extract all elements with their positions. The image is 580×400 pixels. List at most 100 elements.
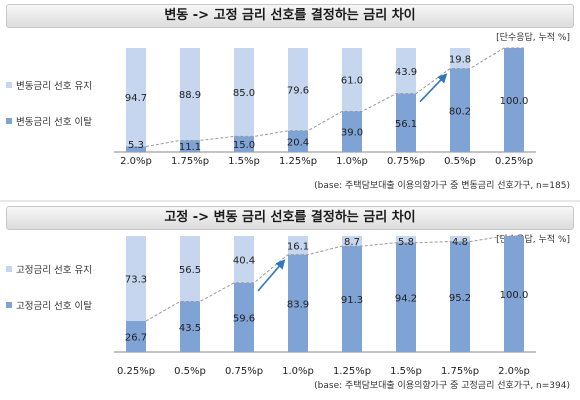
bar-segment-switch — [288, 130, 308, 152]
x-tick-label: 1.0%p — [282, 366, 314, 377]
x-tick-label: 0.75%p — [387, 156, 425, 167]
legend-swatch-keep — [6, 266, 12, 272]
bar-segment-keep — [234, 48, 254, 137]
data-label-keep: 88.9 — [179, 90, 201, 101]
legend-item-switch: 변동금리 선호 이탈 — [6, 114, 92, 128]
data-label-keep: 79.6 — [287, 85, 309, 96]
data-label-keep: 94.7 — [125, 93, 147, 104]
x-tick-label: 2.0%p — [120, 156, 152, 167]
x-tick-label: 1.75%p — [171, 156, 209, 167]
data-label-switch: 39.0 — [341, 128, 363, 139]
chart-panel-fixed-to-variable: 고정 -> 변동 금리 선호를 결정하는 금리 차이 [단수응답, 누적 %] … — [0, 202, 580, 400]
legend-swatch-switch — [6, 118, 12, 124]
data-label-keep: 61.0 — [341, 76, 363, 87]
bar-segment-switch — [180, 301, 200, 352]
chart-title: 고정 -> 변동 금리 선호를 결정하는 금리 차이 — [6, 206, 574, 230]
data-label-switch: 100.0 — [500, 96, 529, 107]
bar-segment-keep — [396, 236, 416, 243]
x-tick-label: 1.75%p — [441, 366, 479, 377]
x-tick-label: 2.0%p — [498, 366, 530, 377]
data-label-keep: 43.9 — [395, 67, 417, 78]
bar-segment-switch — [396, 242, 416, 352]
trend-arrow — [419, 73, 448, 103]
x-tick-label: 1.5%p — [228, 156, 260, 167]
bar-segment-switch — [342, 246, 362, 352]
data-label-switch: 95.2 — [449, 293, 471, 304]
x-tick-label: 1.25%p — [279, 156, 317, 167]
data-label-switch: 20.4 — [287, 137, 309, 148]
legend-label: 고정금리 선호 유지 — [16, 265, 92, 276]
bar-segment-switch — [234, 282, 254, 352]
x-tick-label: 1.5%p — [390, 366, 422, 377]
data-label-switch: 83.9 — [287, 299, 309, 310]
data-label-switch: 15.0 — [233, 140, 255, 151]
stacked-bar-chart: 0.25%p 26.7 73.3 0.5%p 43.5 56.5 0.75%p 59.6 40.… — [114, 235, 536, 377]
bar-segment-keep — [450, 236, 470, 242]
x-tick-label: 0.25%p — [117, 366, 155, 377]
data-label-switch: 80.2 — [449, 106, 471, 117]
bar-segment-switch — [450, 241, 470, 352]
bar-segment-keep — [288, 48, 308, 131]
bar-segment-switch — [342, 111, 362, 152]
x-tick-label: 1.25%p — [333, 366, 371, 377]
bar-segment-switch — [504, 48, 524, 152]
x-tick-label: 0.5%p — [174, 366, 206, 377]
bar-segment-switch — [504, 236, 524, 352]
data-label-keep: 73.3 — [125, 275, 147, 286]
bar-segment-keep — [126, 236, 146, 322]
data-label-switch: 59.6 — [233, 313, 255, 324]
panel-divider — [0, 200, 580, 202]
bar-segment-keep — [180, 48, 200, 141]
unit-note: [단수응답, 누적 %] — [496, 235, 570, 245]
x-tick-label: 0.5%p — [444, 156, 476, 167]
trend-dashed-line — [145, 47, 524, 147]
base-note: (base: 주택담보대출 이용의향가구 중 변동금리 선호가구, n=185) — [314, 181, 570, 191]
legend-label: 변동금리 선호 이탈 — [16, 117, 92, 128]
bar-segment-keep — [288, 236, 308, 255]
x-tick-label: 0.75%p — [225, 366, 263, 377]
legend-swatch-keep — [6, 82, 12, 88]
trend-dashed-line — [145, 235, 524, 322]
stacked-bar-chart: 2.0%p 5.3 94.7 1.75%p 11.1 88.9 1.5%p 15.0 85.0 1… — [114, 47, 536, 167]
data-label-keep: 16.1 — [287, 241, 309, 252]
bar-segment-switch — [450, 68, 470, 152]
data-label-switch: 43.5 — [179, 323, 201, 334]
bar-segment-switch — [126, 146, 146, 152]
legend-label: 고정금리 선호 이탈 — [16, 301, 92, 312]
data-label-keep: 85.0 — [233, 88, 255, 99]
bar-segment-switch — [234, 136, 254, 152]
bar-segment-switch — [288, 254, 308, 352]
bar-segment-keep — [342, 48, 362, 112]
bar-segment-keep — [396, 48, 416, 94]
bar-segment-keep — [126, 48, 146, 147]
data-label-switch: 5.3 — [128, 140, 144, 151]
bar-segment-keep — [234, 236, 254, 283]
trend-arrow — [257, 259, 286, 292]
data-label-switch: 94.2 — [395, 293, 417, 304]
data-label-keep: 4.8 — [452, 237, 468, 248]
x-tick-label: 1.0%p — [336, 156, 368, 167]
bar-segment-keep — [180, 236, 200, 302]
x-tick-label: 0.25%p — [495, 156, 533, 167]
bar-segment-keep — [342, 236, 362, 247]
legend-label: 변동금리 선호 유지 — [16, 81, 92, 92]
legend-item-keep: 변동금리 선호 유지 — [6, 78, 92, 92]
legend-item-switch: 고정금리 선호 이탈 — [6, 298, 92, 312]
data-label-switch: 56.1 — [395, 119, 417, 130]
data-label-keep: 40.4 — [233, 255, 255, 266]
bar-segment-switch — [180, 140, 200, 152]
data-label-switch: 100.0 — [500, 290, 529, 301]
bar-segment-switch — [126, 321, 146, 352]
data-label-switch: 11.1 — [179, 142, 201, 153]
chart-panel-variable-to-fixed: 변동 -> 고정 금리 선호를 결정하는 금리 차이 [단수응답, 누적 %] … — [6, 4, 574, 191]
unit-note: [단수응답, 누적 %] — [496, 33, 570, 43]
data-label-switch: 91.3 — [341, 295, 363, 306]
data-label-keep: 56.5 — [179, 265, 201, 276]
data-label-keep: 19.8 — [449, 54, 471, 65]
base-note: (base: 주택담보대출 이용의향가구 중 고정금리 선호가구, n=394) — [314, 381, 570, 391]
legend-item-keep: 고정금리 선호 유지 — [6, 262, 92, 276]
bar-segment-switch — [396, 93, 416, 152]
data-label-switch: 26.7 — [125, 333, 147, 344]
legend-swatch-switch — [6, 302, 12, 308]
chart-title: 변동 -> 고정 금리 선호를 결정하는 금리 차이 — [6, 4, 574, 28]
